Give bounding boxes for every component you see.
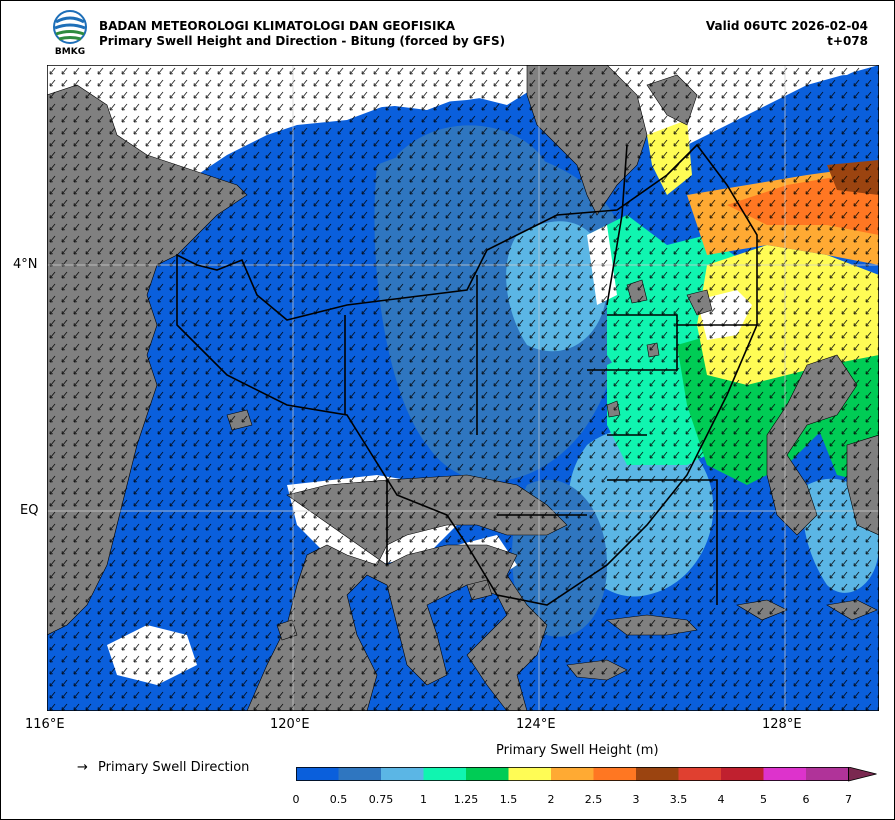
swell-map[interactable] <box>47 65 879 711</box>
direction-legend: → Primary Swell Direction <box>77 760 249 775</box>
svg-text:BMKG: BMKG <box>55 47 85 56</box>
colorbar-segment <box>508 767 551 781</box>
colorbar-tick-label: 1.25 <box>453 793 479 806</box>
lon-label-124e: 124°E <box>516 717 556 732</box>
colorbar-tick-label: 6 <box>802 793 810 806</box>
colorbar-tick-label: 0.5 <box>329 793 348 806</box>
colorbar-tick-label: 3.5 <box>669 793 688 806</box>
colorbar-tick-label: 2.5 <box>584 793 603 806</box>
colorbar-segment <box>466 767 509 781</box>
colorbar-tick-label: 3 <box>632 793 640 806</box>
swell-direction-arrows <box>47 65 879 711</box>
colorbar-segment <box>296 767 339 781</box>
colorbar-title: Primary Swell Height (m) <box>496 743 659 758</box>
agency-title: BADAN METEOROLOGI KLIMATOLOGI DAN GEOFIS… <box>99 19 456 33</box>
colorbar-outline <box>296 767 849 781</box>
colorbar-segment <box>636 767 679 781</box>
lon-label-128e: 128°E <box>762 717 802 732</box>
colorbar-segment <box>721 767 764 781</box>
colorbar-segment <box>593 767 636 781</box>
lat-label-4n: 4°N <box>13 257 38 272</box>
colorbar-segment <box>763 767 806 781</box>
colorbar-tick-label: 1.5 <box>499 793 518 806</box>
forecast-step: t+078 <box>827 34 868 48</box>
colorbar-tick-label: 1 <box>420 793 427 806</box>
colorbar-segment <box>551 767 594 781</box>
lon-label-116e: 116°E <box>25 717 65 732</box>
colorbar-segment <box>338 767 381 781</box>
product-title: Primary Swell Height and Direction - Bit… <box>99 34 506 48</box>
colorbar-segment <box>381 767 424 781</box>
forecast-zones <box>176 143 758 606</box>
colorbar-tick-label: 0 <box>292 793 300 806</box>
bmkg-logo: BMKG <box>50 10 90 57</box>
colorbar-tick-label: 4 <box>717 793 725 806</box>
colorbar-segment <box>678 767 721 781</box>
colorbar-tick-label: 5 <box>760 793 767 806</box>
valid-time: Valid 06UTC 2026-02-04 <box>705 19 868 33</box>
colorbar-segment <box>806 767 849 781</box>
colorbar-segment <box>423 767 466 781</box>
arrow-icon: → <box>77 760 88 775</box>
lon-label-120e: 120°E <box>270 717 310 732</box>
colorbar-extend-arrow <box>848 766 877 782</box>
colorbar-tick-label: 7 <box>845 793 852 806</box>
colorbar-tick-label: 0.75 <box>368 793 394 806</box>
colorbar <box>296 766 886 797</box>
direction-legend-label: Primary Swell Direction <box>98 760 250 775</box>
lat-label-eq: EQ <box>20 503 39 518</box>
colorbar-tick-label: 2 <box>547 793 555 806</box>
